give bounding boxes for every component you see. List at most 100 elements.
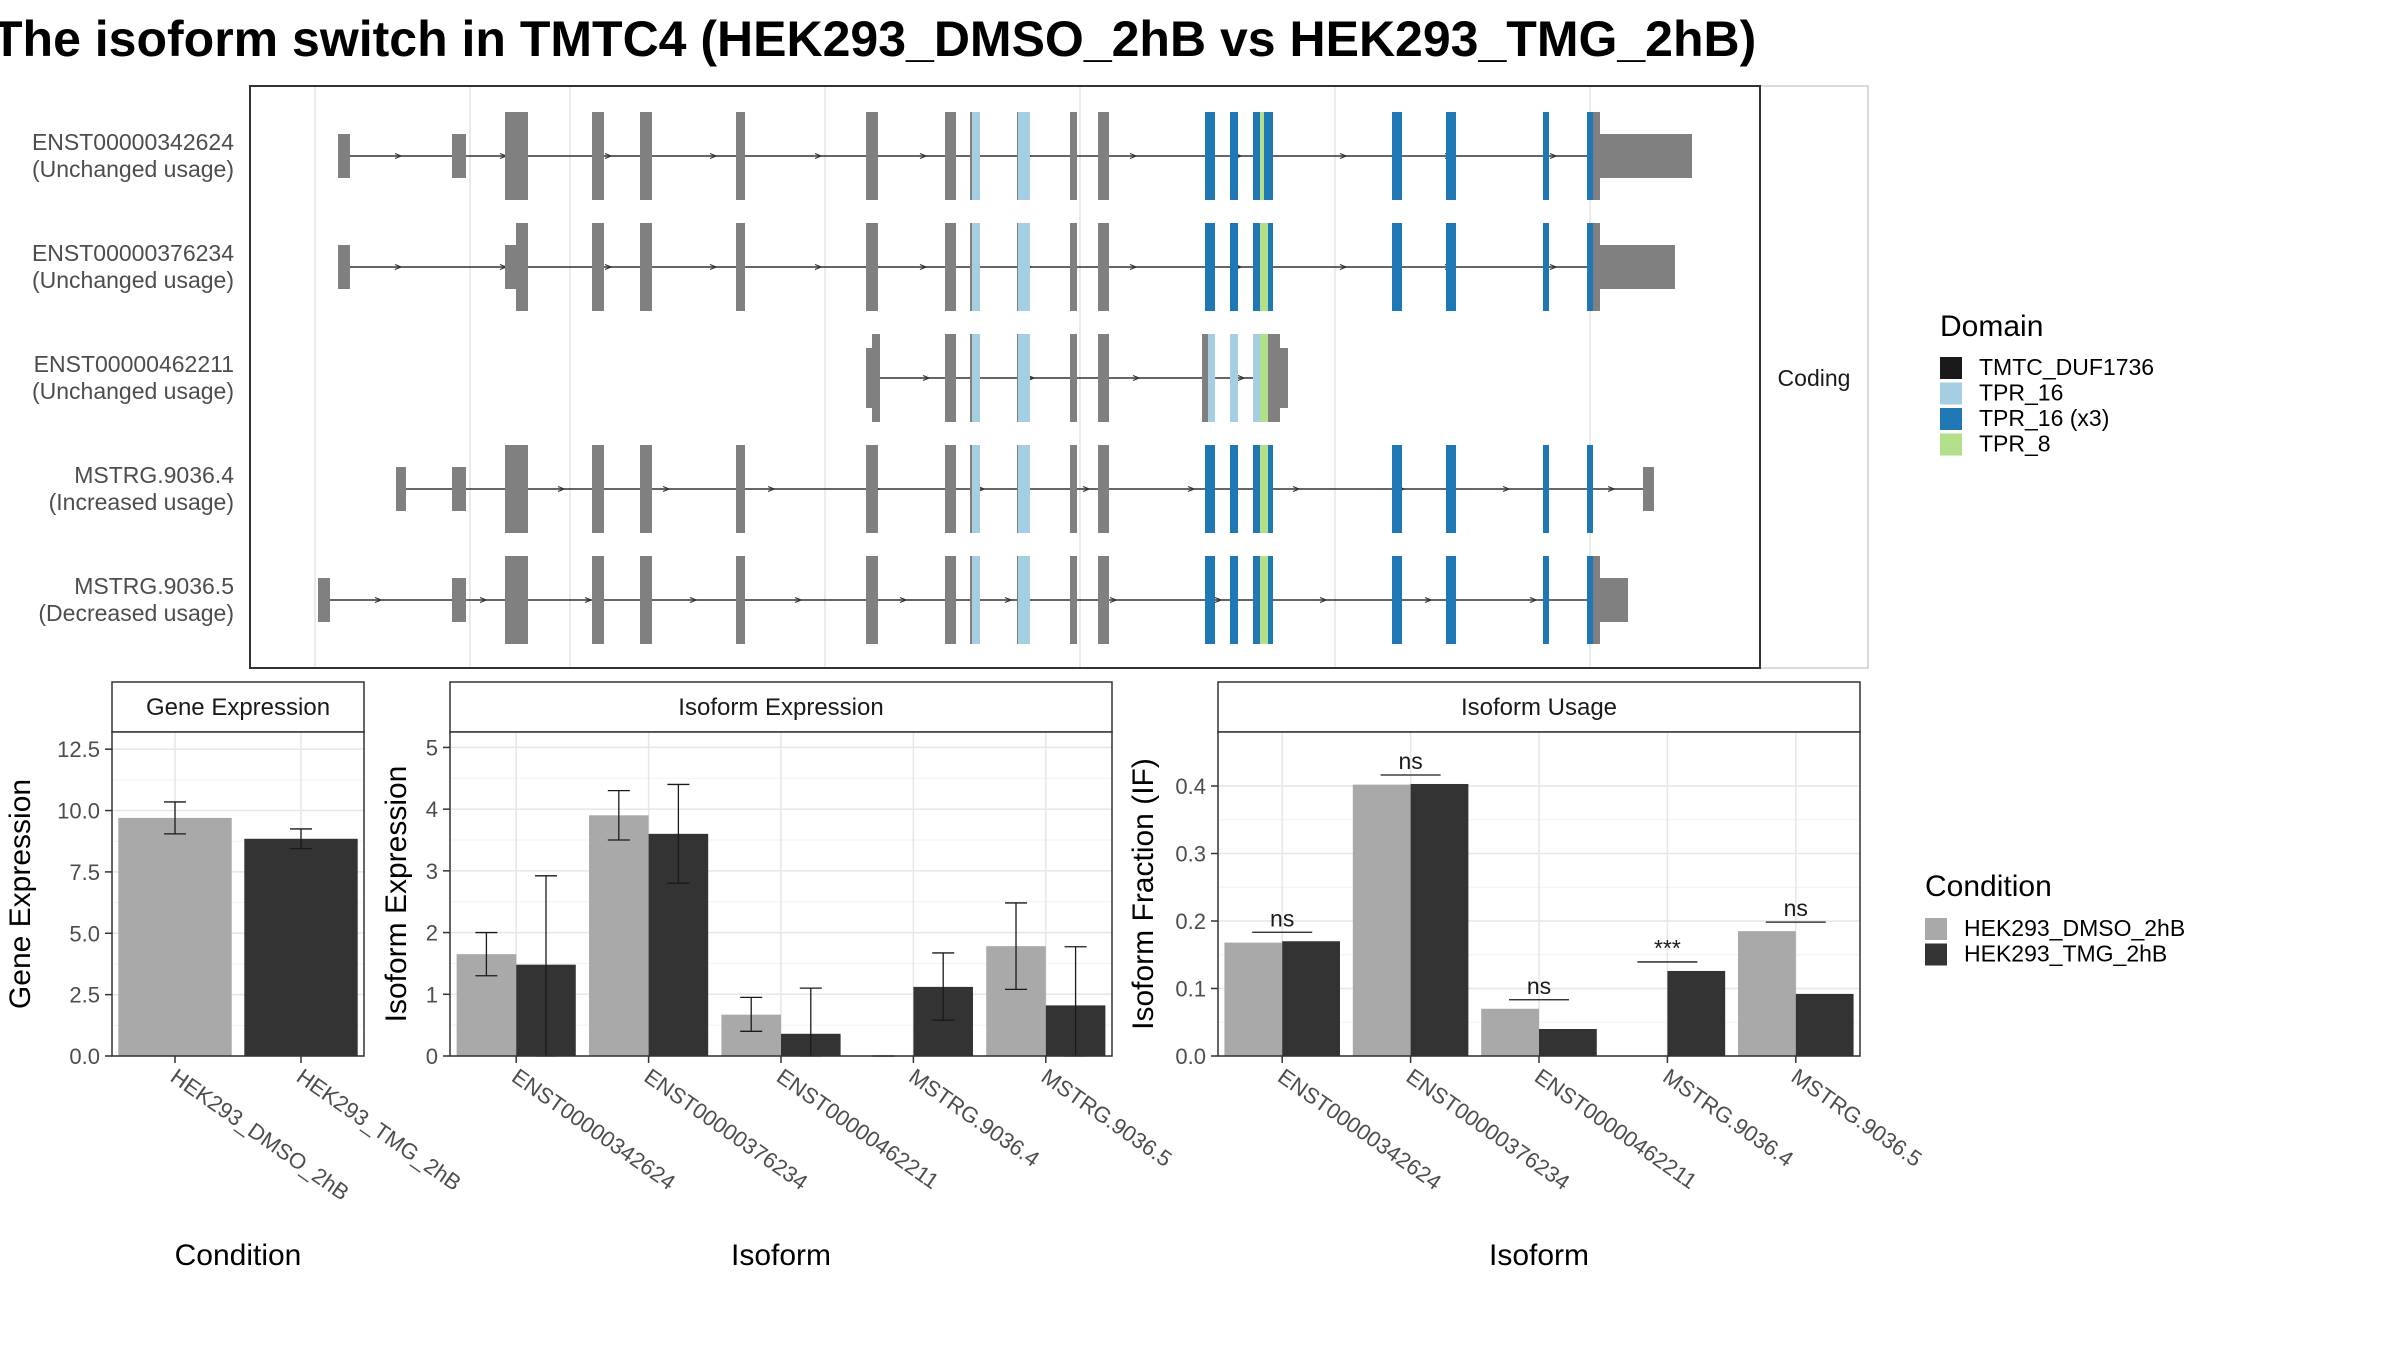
exon-block — [866, 445, 878, 533]
y-axis-label: Isoform Expression — [380, 766, 413, 1023]
exon-block — [1208, 334, 1215, 422]
panel-title: Isoform Expression — [678, 694, 883, 721]
transcript-id: ENST00000462211 — [34, 351, 234, 377]
domain-legend-label: TPR_8 — [1979, 431, 2051, 457]
exon-block — [1392, 223, 1402, 311]
bar — [1539, 1029, 1597, 1056]
exon-block — [1230, 223, 1238, 311]
y-axis-label: Isoform Fraction (IF) — [1127, 758, 1160, 1030]
x-axis-label: Isoform — [731, 1239, 831, 1272]
exon-block — [972, 223, 980, 311]
condition-legend-label: HEK293_TMG_2hB — [1964, 941, 2167, 967]
exon-block — [1543, 112, 1549, 200]
exon-block — [945, 334, 956, 422]
x-tick-label: MSTRG.9036.5 — [1037, 1064, 1177, 1172]
bar — [1224, 942, 1283, 1056]
exon-block — [640, 112, 652, 200]
bar — [1738, 931, 1796, 1056]
strand-arrow — [814, 152, 823, 160]
exon-block — [1268, 112, 1273, 200]
exon-block — [1600, 134, 1692, 178]
transcript-row: MSTRG.9036.5(Decreased usage) — [38, 556, 1628, 644]
significance-label: *** — [1654, 935, 1681, 961]
strand-arrow — [919, 152, 928, 160]
exon-block — [1205, 223, 1215, 311]
transcript-row: ENST00000462211(Unchanged usage) — [32, 334, 1288, 422]
bar — [1667, 970, 1726, 1056]
exon-block — [1268, 445, 1273, 533]
exon-block — [736, 112, 745, 200]
domain-legend-label: TPR_16 — [1979, 380, 2063, 406]
exon-block — [1018, 445, 1030, 533]
x-tick-label: MSTRG.9036.5 — [1787, 1064, 1927, 1172]
exon-block — [1205, 445, 1215, 533]
exon-block — [872, 334, 880, 422]
exon-block — [452, 578, 466, 622]
exon-block — [1446, 223, 1456, 311]
exon-block — [1587, 223, 1593, 311]
x-axis-label: Condition — [175, 1239, 302, 1272]
exon-block — [1543, 556, 1549, 644]
exon-block — [1268, 223, 1273, 311]
exon-block — [972, 556, 980, 644]
exon-block — [592, 223, 604, 311]
isoform-expression-chart: Isoform Expression012345ENST00000342624E… — [380, 681, 1177, 1272]
strand-arrow — [604, 263, 613, 271]
exon-block — [1446, 556, 1456, 644]
y-tick-label: 0.4 — [1175, 774, 1206, 799]
transcript-usage: (Increased usage) — [49, 489, 234, 515]
strand-arrow — [394, 263, 403, 271]
condition-legend-swatch — [1925, 918, 1947, 940]
exon-block — [1205, 556, 1215, 644]
domain-legend-label: TPR_16 (x3) — [1979, 405, 2109, 431]
exon-block — [1070, 556, 1077, 644]
exon-block — [1098, 223, 1109, 311]
exon-block — [972, 445, 980, 533]
y-tick-label: 2.5 — [69, 983, 100, 1008]
strand-arrow — [1502, 485, 1511, 493]
exon-block — [1253, 445, 1260, 533]
y-tick-label: 4 — [426, 797, 438, 822]
strand-arrow — [394, 152, 403, 160]
domain-legend-swatch — [1940, 357, 1962, 379]
bar — [1481, 1008, 1539, 1056]
strand-arrow — [1319, 596, 1328, 604]
strand-arrow — [709, 152, 718, 160]
exon-block — [972, 112, 980, 200]
strand-arrow — [689, 596, 698, 604]
y-tick-label: 7.5 — [69, 860, 100, 885]
x-tick-label: MSTRG.9036.4 — [905, 1064, 1045, 1172]
transcript-row: MSTRG.9036.4(Increased usage) — [49, 445, 1654, 533]
exon-block — [1392, 445, 1402, 533]
panel-title: Gene Expression — [146, 694, 330, 721]
exon-block — [1600, 578, 1628, 622]
significance-label: ns — [1784, 895, 1808, 921]
exon-block — [1098, 556, 1109, 644]
strand-arrow — [794, 596, 803, 604]
bar — [1352, 784, 1411, 1056]
strand-arrow — [1292, 485, 1301, 493]
y-tick-label: 2 — [426, 921, 438, 946]
strand-arrow — [1237, 374, 1246, 382]
exon-block — [1205, 112, 1215, 200]
significance-label: ns — [1527, 973, 1551, 999]
exon-block — [1543, 223, 1549, 311]
exon-block — [945, 112, 956, 200]
exon-block — [338, 134, 350, 178]
exon-block — [640, 556, 652, 644]
exon-block — [866, 556, 878, 644]
exon-block — [1070, 112, 1077, 200]
exon-block — [1268, 556, 1273, 644]
exon-block — [1253, 334, 1260, 422]
exon-block — [1253, 556, 1260, 644]
exon-block — [640, 445, 652, 533]
strand-arrow — [919, 263, 928, 271]
significance-label: ns — [1270, 905, 1294, 931]
exon-block — [1446, 112, 1456, 200]
y-tick-label: 12.5 — [57, 737, 100, 762]
isoform-usage-chart: Isoform Usage0.00.10.20.30.4nsnsns***nsE… — [1127, 681, 1927, 1272]
x-axis-label: Isoform — [1489, 1239, 1589, 1272]
y-tick-label: 10.0 — [57, 799, 100, 824]
exon-block — [1098, 334, 1109, 422]
